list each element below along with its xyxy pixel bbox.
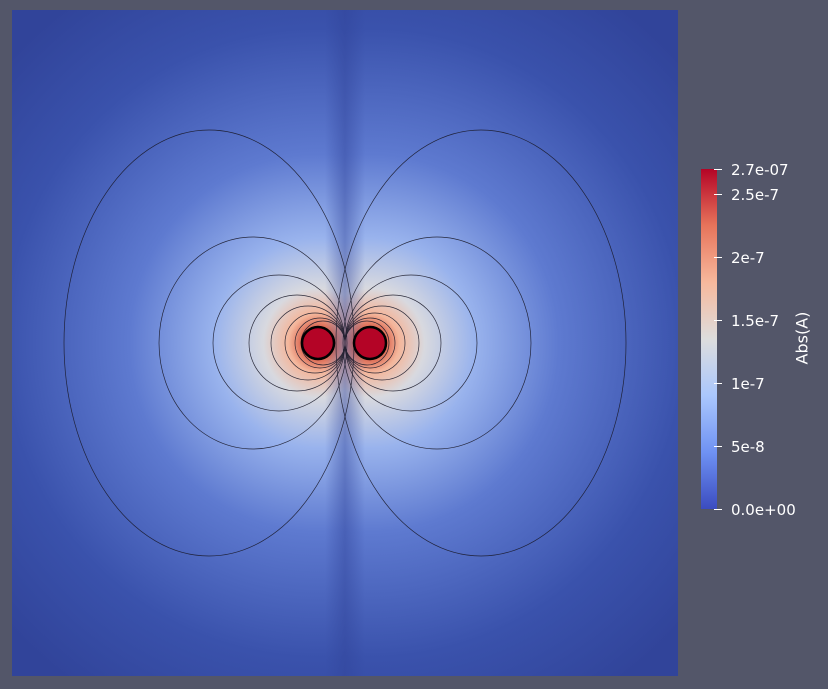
colorbar-tick-mark: [714, 383, 722, 384]
colorbar-tick-label: 0.0e+00: [731, 500, 796, 519]
colorbar-gradient: [701, 169, 717, 509]
colorbar-tick-label: 1.5e-7: [731, 311, 780, 330]
colorbar-tick-label: 2.5e-7: [731, 185, 780, 204]
colorbar-tick-label: 2e-7: [731, 248, 765, 267]
right-lobe-field: [345, 10, 678, 676]
left-source-disk: [300, 325, 336, 361]
field-plot: [12, 10, 678, 676]
colorbar-tick-mark: [714, 169, 722, 170]
right-source-disk: [352, 325, 388, 361]
render-viewport[interactable]: [12, 10, 678, 676]
left-lobe-field: [12, 10, 345, 676]
colorbar-tick-mark: [714, 509, 722, 510]
colorbar-tick-mark: [714, 446, 722, 447]
colorbar-tick-label: 1e-7: [731, 374, 765, 393]
colorbar-tick-mark: [714, 320, 722, 321]
colorbar-title: Abs(A): [792, 311, 812, 365]
colorbar-tick-label: 5e-8: [731, 437, 765, 456]
colorbar-tick-mark: [714, 194, 722, 195]
dipole-sources: [300, 325, 388, 361]
colorbar-tick-mark: [714, 257, 722, 258]
colorbar-tick-label: 2.7e-07: [731, 160, 789, 179]
